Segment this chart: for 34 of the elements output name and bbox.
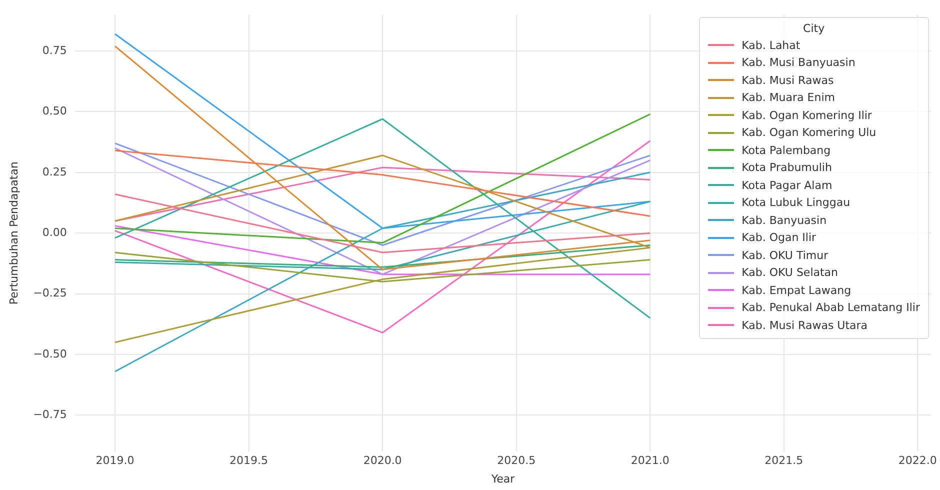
legend-label: Kota Prabumulih <box>742 161 832 174</box>
x-tick-label: 2020.0 <box>363 454 402 468</box>
y-tick-label: −0.75 <box>33 408 67 422</box>
x-tick-label: 2019.0 <box>96 454 134 468</box>
legend-label: Kab. Ogan Komering Ulu <box>742 126 876 140</box>
legend-label: Kab. Muara Enim <box>742 91 835 104</box>
y-tick-label: 0.00 <box>42 226 67 239</box>
legend-label: Kab. Musi Rawas Utara <box>742 318 868 332</box>
y-tick-label: 0.50 <box>42 104 67 118</box>
legend-label: Kota Palembang <box>742 144 831 157</box>
x-tick-label: 2019.5 <box>230 454 268 468</box>
legend-label: Kab. Empat Lawang <box>742 284 852 297</box>
legend-label: Kab. OKU Timur <box>742 248 828 262</box>
y-tick-label: −0.50 <box>33 347 67 360</box>
legend-label: Kab. Musi Banyuasin <box>742 56 856 70</box>
legend-label: Kab. Ogan Komering Ilir <box>742 108 872 122</box>
x-axis-title: Year <box>490 472 516 486</box>
y-tick-label: −0.25 <box>33 286 67 300</box>
legend-title: City <box>802 22 826 35</box>
legend-label: Kota Lubuk Linggau <box>742 196 850 210</box>
y-tick-label: 0.75 <box>42 44 67 57</box>
legend-label: Kab. Penukal Abab Lematang Ilir <box>742 301 920 314</box>
legend-label: Kab. Ogan Ilir <box>742 231 816 244</box>
x-tick-label: 2021.0 <box>630 454 670 468</box>
legend-label: Kab. Banyuasin <box>742 214 827 227</box>
x-tick-label: 2020.5 <box>497 454 536 468</box>
legend-label: Kab. Lahat <box>742 38 800 52</box>
legend-label: Kab. OKU Selatan <box>742 266 838 280</box>
x-tick-label: 2022.0 <box>898 454 937 468</box>
legend-label: Kab. Musi Rawas <box>742 74 834 87</box>
y-axis-title: Pertumbuhan Pendapatan <box>7 162 20 305</box>
x-tick-label: 2021.5 <box>764 454 804 468</box>
y-tick-label: 0.25 <box>42 165 67 178</box>
legend-label: Kota Pagar Alam <box>742 178 832 192</box>
